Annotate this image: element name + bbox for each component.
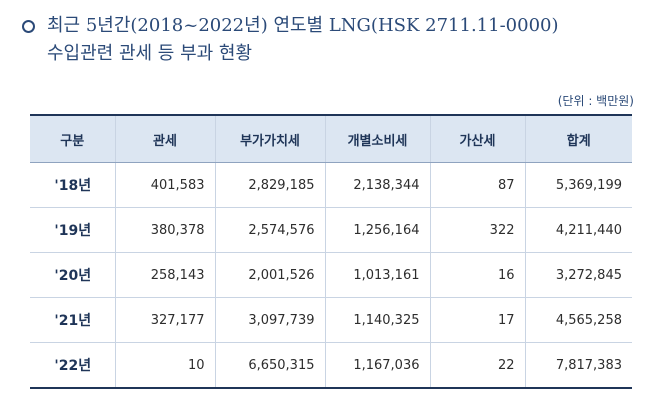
penalty-tax-cell: 16: [429, 252, 526, 298]
individual-consumption-tax-cell: 1,140,325: [324, 297, 431, 343]
title-line-1: 최근 5년간(2018~2022년) 연도별 LNG(HSK 2711.11-0…: [22, 12, 662, 40]
table-row: '21년 327,177 3,097,739 1,140,325 17 4,56…: [30, 297, 632, 343]
customs-duty-cell: 401,583: [114, 162, 216, 208]
total-cell: 4,211,440: [524, 207, 632, 253]
vat-cell: 2,001,526: [214, 252, 326, 298]
header-customs-duty: 관세: [114, 114, 216, 163]
table-row: '20년 258,143 2,001,526 1,013,161 16 3,27…: [30, 252, 632, 298]
individual-consumption-tax-cell: 1,256,164: [324, 207, 431, 253]
total-cell: 5,369,199: [524, 162, 632, 208]
vat-cell: 2,829,185: [214, 162, 326, 208]
table-row: '19년 380,378 2,574,576 1,256,164 322 4,2…: [30, 207, 632, 253]
header-vat: 부가가치세: [214, 114, 326, 163]
header-category: 구분: [30, 114, 116, 163]
vat-cell: 3,097,739: [214, 297, 326, 343]
year-cell: '20년: [30, 252, 116, 298]
header-total: 합계: [524, 114, 632, 163]
individual-consumption-tax-cell: 1,013,161: [324, 252, 431, 298]
header-penalty-tax: 가산세: [429, 114, 526, 163]
customs-duty-cell: 258,143: [114, 252, 216, 298]
table-header-row: 구분 관세 부가가치세 개별소비세 가산세 합계: [30, 114, 632, 163]
year-cell: '19년: [30, 207, 116, 253]
unit-note: (단위 : 백만원): [557, 94, 634, 108]
circle-bullet-icon: [22, 19, 35, 33]
individual-consumption-tax-cell: 1,167,036: [324, 342, 431, 389]
document-title: 최근 5년간(2018~2022년) 연도별 LNG(HSK 2711.11-0…: [22, 12, 662, 68]
vat-cell: 6,650,315: [214, 342, 326, 389]
vat-cell: 2,574,576: [214, 207, 326, 253]
penalty-tax-cell: 322: [429, 207, 526, 253]
total-cell: 7,817,383: [524, 342, 632, 389]
customs-duty-cell: 327,177: [114, 297, 216, 343]
tax-table: 구분 관세 부가가치세 개별소비세 가산세 합계 '18년 401,583 2,…: [30, 114, 632, 389]
year-cell: '18년: [30, 162, 116, 208]
year-cell: '22년: [30, 342, 116, 389]
customs-duty-cell: 10: [114, 342, 216, 389]
penalty-tax-cell: 87: [429, 162, 526, 208]
penalty-tax-cell: 17: [429, 297, 526, 343]
penalty-tax-cell: 22: [429, 342, 526, 389]
title-text-line-1: 최근 5년간(2018~2022년) 연도별 LNG(HSK 2711.11-0…: [47, 15, 559, 36]
individual-consumption-tax-cell: 2,138,344: [324, 162, 431, 208]
total-cell: 4,565,258: [524, 297, 632, 343]
customs-duty-cell: 380,378: [114, 207, 216, 253]
year-cell: '21년: [30, 297, 116, 343]
header-individual-consumption-tax: 개별소비세: [324, 114, 431, 163]
total-cell: 3,272,845: [524, 252, 632, 298]
table-row: '18년 401,583 2,829,185 2,138,344 87 5,36…: [30, 162, 632, 208]
title-text-line-2: 수입관련 관세 등 부과 현황: [47, 43, 253, 64]
table-row: '22년 10 6,650,315 1,167,036 22 7,817,383: [30, 342, 632, 389]
